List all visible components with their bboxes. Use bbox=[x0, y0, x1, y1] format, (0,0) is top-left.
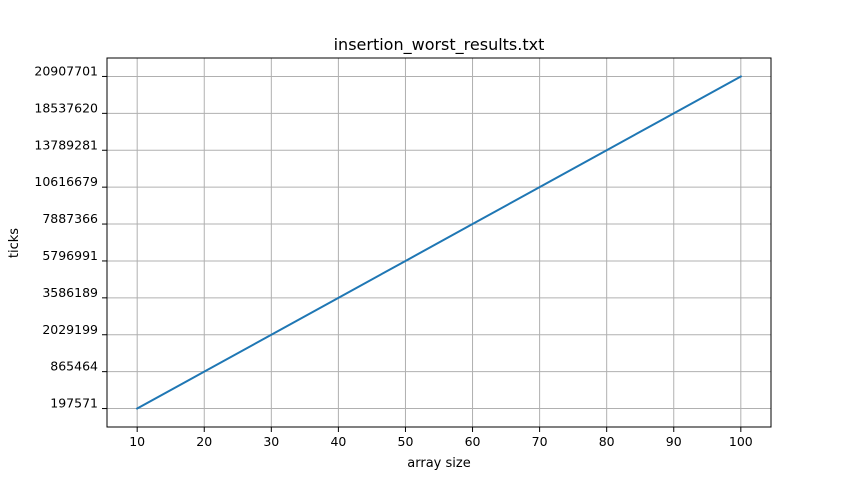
series-layer bbox=[135, 75, 743, 410]
x-tick-label: 80 bbox=[599, 434, 615, 449]
x-axis: 10 20 30 40 50 60 70 80 90 100 bbox=[129, 427, 753, 449]
x-tick-label: 90 bbox=[666, 434, 682, 449]
x-tick-label: 50 bbox=[398, 434, 414, 449]
grid bbox=[107, 58, 771, 427]
y-tick-label: 5796991 bbox=[42, 248, 98, 263]
x-axis-label: array size bbox=[407, 456, 470, 471]
x-tick-label: 40 bbox=[330, 434, 346, 449]
y-tick-label: 3586189 bbox=[42, 285, 98, 300]
plot-frame bbox=[106, 57, 772, 428]
y-tick-label: 7887366 bbox=[42, 211, 98, 226]
y-tick-label: 20907701 bbox=[34, 63, 98, 78]
x-tick-label: 60 bbox=[465, 434, 481, 449]
y-tick-label: 13789281 bbox=[34, 137, 98, 152]
y-tick-label: 865464 bbox=[50, 359, 98, 374]
x-tick-label: 30 bbox=[263, 434, 279, 449]
y-tick-label: 2029199 bbox=[42, 322, 98, 337]
x-tick-label: 100 bbox=[729, 434, 753, 449]
x-tick-label: 70 bbox=[532, 434, 548, 449]
y-axis-label: ticks bbox=[7, 228, 22, 258]
x-tick-label: 20 bbox=[196, 434, 212, 449]
x-tick-label: 10 bbox=[129, 434, 145, 449]
series-line bbox=[135, 75, 743, 410]
chart-title: insertion_worst_results.txt bbox=[334, 35, 545, 55]
y-axis: 197571 865464 2029199 3586189 5796991 7887366… bbox=[34, 63, 107, 411]
y-tick-label: 18537620 bbox=[34, 100, 98, 115]
y-tick-label: 10616679 bbox=[34, 174, 98, 189]
y-tick-label: 197571 bbox=[50, 396, 98, 411]
